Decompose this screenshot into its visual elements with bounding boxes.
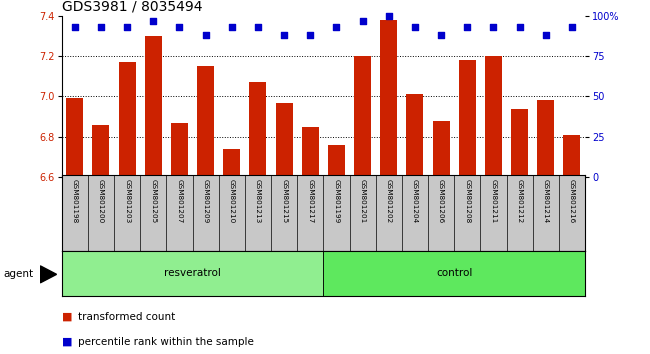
- Text: GSM801209: GSM801209: [203, 179, 209, 223]
- Text: GSM801215: GSM801215: [281, 179, 287, 223]
- Text: GSM801201: GSM801201: [359, 179, 365, 223]
- Text: GSM801198: GSM801198: [72, 179, 78, 223]
- Bar: [564, 135, 580, 177]
- Bar: [433, 121, 450, 177]
- Point: [410, 24, 420, 30]
- Bar: [62, 251, 324, 296]
- Text: GSM801212: GSM801212: [517, 179, 523, 223]
- Text: GSM801207: GSM801207: [177, 179, 183, 223]
- Text: GSM801208: GSM801208: [464, 179, 470, 223]
- Bar: [485, 56, 502, 177]
- Point: [279, 33, 289, 38]
- Point: [148, 18, 159, 24]
- Text: agent: agent: [3, 269, 33, 279]
- Point: [332, 24, 342, 30]
- Text: GSM801205: GSM801205: [150, 179, 156, 223]
- Bar: [171, 122, 188, 177]
- Text: GSM801214: GSM801214: [543, 179, 549, 223]
- Point: [567, 24, 577, 30]
- Bar: [324, 251, 585, 296]
- Point: [305, 33, 315, 38]
- Bar: [354, 56, 371, 177]
- Bar: [224, 149, 240, 177]
- Bar: [511, 109, 528, 177]
- Polygon shape: [40, 266, 57, 283]
- Bar: [459, 60, 476, 177]
- Text: GSM801210: GSM801210: [229, 179, 235, 223]
- Point: [384, 13, 394, 19]
- Text: GDS3981 / 8035494: GDS3981 / 8035494: [62, 0, 202, 13]
- Text: GSM801202: GSM801202: [386, 179, 392, 223]
- Text: GSM801211: GSM801211: [491, 179, 497, 223]
- Text: GSM801206: GSM801206: [438, 179, 444, 223]
- Text: GSM801213: GSM801213: [255, 179, 261, 223]
- Text: percentile rank within the sample: percentile rank within the sample: [78, 337, 254, 347]
- Point: [514, 24, 525, 30]
- Text: GSM801204: GSM801204: [412, 179, 418, 223]
- Bar: [538, 101, 554, 177]
- Point: [436, 33, 447, 38]
- Point: [122, 24, 133, 30]
- Point: [96, 24, 106, 30]
- Text: GSM801203: GSM801203: [124, 179, 130, 223]
- Point: [70, 24, 80, 30]
- Text: GSM801216: GSM801216: [569, 179, 575, 223]
- Bar: [276, 103, 292, 177]
- Bar: [119, 62, 136, 177]
- Bar: [66, 98, 83, 177]
- Bar: [145, 36, 162, 177]
- Point: [227, 24, 237, 30]
- Bar: [302, 127, 318, 177]
- Text: GSM801199: GSM801199: [333, 179, 339, 223]
- Point: [174, 24, 185, 30]
- Bar: [380, 20, 397, 177]
- Text: ■: ■: [62, 312, 72, 322]
- Bar: [250, 82, 266, 177]
- Point: [541, 33, 551, 38]
- Bar: [197, 66, 214, 177]
- Point: [462, 24, 473, 30]
- Bar: [328, 145, 345, 177]
- Point: [253, 24, 263, 30]
- Text: ■: ■: [62, 337, 72, 347]
- Text: control: control: [436, 268, 473, 279]
- Point: [358, 18, 368, 24]
- Point: [488, 24, 499, 30]
- Text: GSM801200: GSM801200: [98, 179, 104, 223]
- Bar: [406, 95, 423, 177]
- Text: resveratrol: resveratrol: [164, 268, 221, 279]
- Bar: [92, 125, 109, 177]
- Text: transformed count: transformed count: [78, 312, 176, 322]
- Point: [200, 33, 211, 38]
- Text: GSM801217: GSM801217: [307, 179, 313, 223]
